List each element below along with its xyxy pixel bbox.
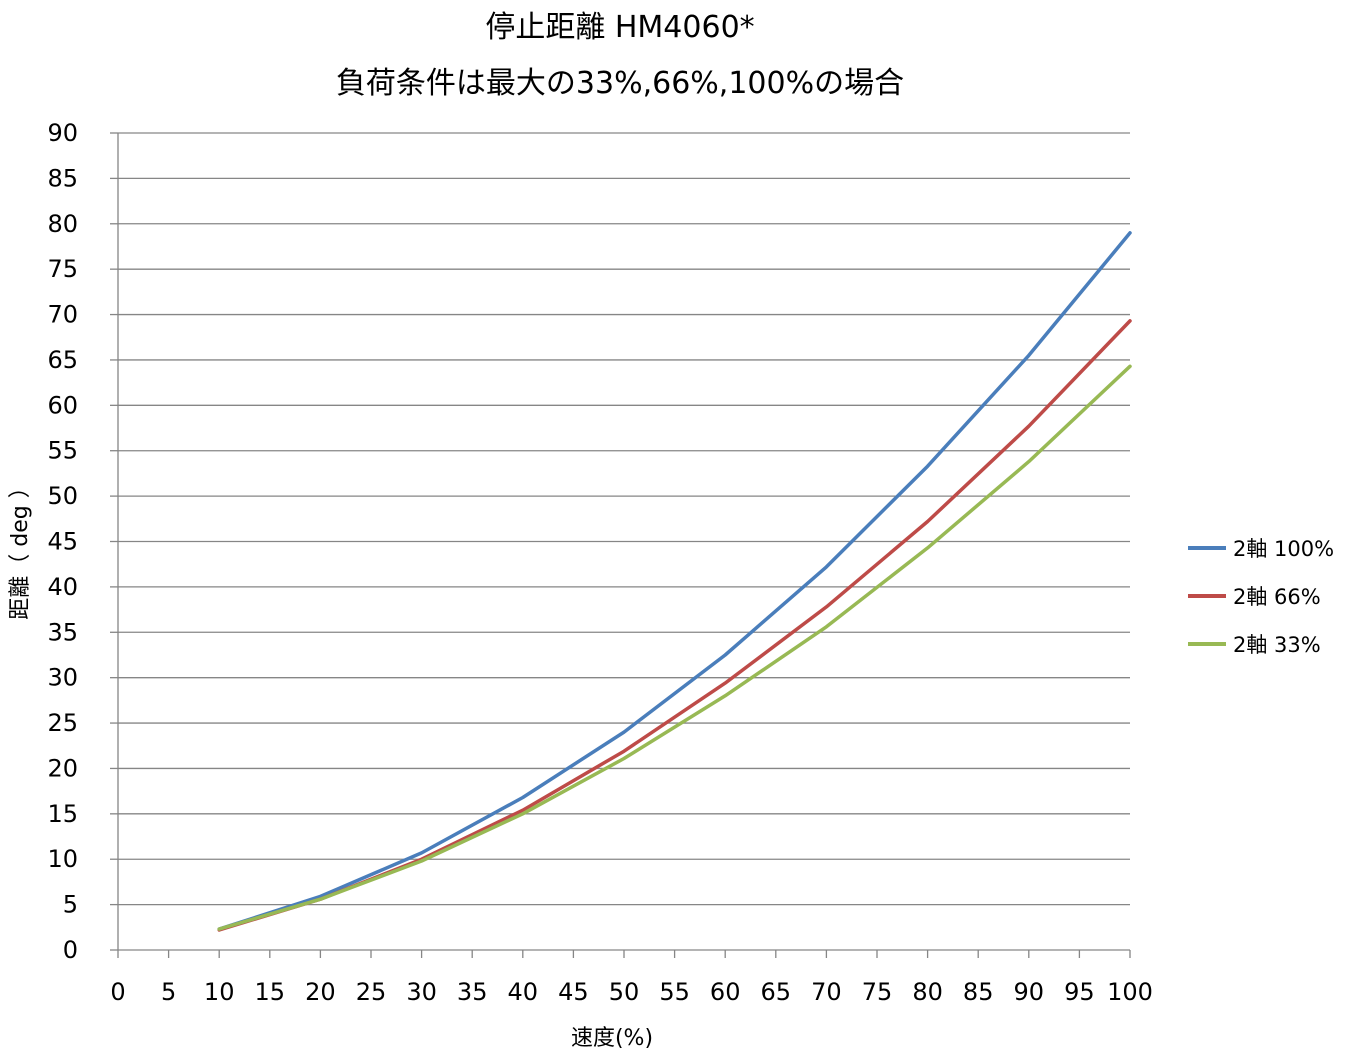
x-tick-label: 80 <box>912 978 943 1006</box>
x-tick-label: 85 <box>963 978 994 1006</box>
y-tick-label: 80 <box>47 210 78 238</box>
x-tick-label: 60 <box>710 978 741 1006</box>
y-tick-label: 40 <box>47 573 78 601</box>
y-tick-label: 35 <box>47 618 78 646</box>
x-tick-label: 100 <box>1107 978 1153 1006</box>
x-tick-label: 15 <box>255 978 286 1006</box>
y-tick-label: 75 <box>47 255 78 283</box>
x-tick-label: 0 <box>110 978 125 1006</box>
x-tick-label: 25 <box>356 978 387 1006</box>
x-tick-label: 20 <box>305 978 336 1006</box>
y-tick-label: 5 <box>63 891 78 919</box>
y-tick-label: 15 <box>47 800 78 828</box>
legend-swatch <box>1188 546 1226 550</box>
x-tick-label: 75 <box>862 978 893 1006</box>
y-tick-label: 45 <box>47 528 78 556</box>
x-tick-label: 70 <box>811 978 842 1006</box>
y-tick-label: 55 <box>47 437 78 465</box>
y-axis-label: 距離（ deg ） <box>8 476 33 620</box>
x-tick-label: 5 <box>161 978 176 1006</box>
y-tick-label: 85 <box>47 164 78 192</box>
legend-item-series-1: 2軸 100% <box>1188 524 1334 572</box>
y-tick-label: 90 <box>47 119 78 147</box>
y-tick-label: 65 <box>47 346 78 374</box>
x-tick-label: 40 <box>508 978 539 1006</box>
axes: 0 5 10 15 20 25 30 35 40 45 50 55 60 65 70 75 80 85 90 0 5 10… <box>47 119 1152 1006</box>
y-tick-label: 60 <box>47 391 78 419</box>
y-tick-label: 70 <box>47 301 78 329</box>
x-tick-label: 50 <box>609 978 640 1006</box>
y-tick-label: 20 <box>47 754 78 782</box>
x-tick-label: 90 <box>1014 978 1045 1006</box>
series-line-2 <box>217 319 1132 932</box>
x-tick-label: 30 <box>406 978 437 1006</box>
legend-item-series-2: 2軸 66% <box>1188 572 1334 620</box>
legend: 2軸 100% 2軸 66% 2軸 33% <box>1188 524 1334 668</box>
y-tick-label: 50 <box>47 482 78 510</box>
grid-lines <box>118 132 1130 906</box>
legend-swatch <box>1188 594 1226 598</box>
legend-label: 2軸 100% <box>1233 537 1335 561</box>
series-lines <box>217 231 1132 932</box>
chart-subtitle: 負荷条件は最大の33%,66%,100%の場合 <box>335 66 905 101</box>
x-tick-label: 35 <box>457 978 488 1006</box>
x-tick-label: 10 <box>204 978 235 1006</box>
series-line-3 <box>217 364 1132 931</box>
legend-label: 2軸 66% <box>1233 585 1321 609</box>
x-tick-label: 65 <box>761 978 792 1006</box>
x-tick-label: 45 <box>558 978 589 1006</box>
y-tick-label: 25 <box>47 709 78 737</box>
y-tick-label: 10 <box>47 845 78 873</box>
chart-title: 停止距離 HM4060* <box>485 10 755 45</box>
x-tick-label: 55 <box>659 978 690 1006</box>
legend-label: 2軸 33% <box>1233 633 1321 657</box>
legend-swatch <box>1188 642 1226 646</box>
x-axis-label: 速度(%) <box>570 1026 654 1051</box>
series-line-1 <box>217 231 1132 931</box>
legend-item-series-3: 2軸 33% <box>1188 620 1334 668</box>
x-tick-label: 95 <box>1064 978 1095 1006</box>
y-tick-label: 0 <box>63 936 78 964</box>
y-tick-label: 30 <box>47 664 78 692</box>
